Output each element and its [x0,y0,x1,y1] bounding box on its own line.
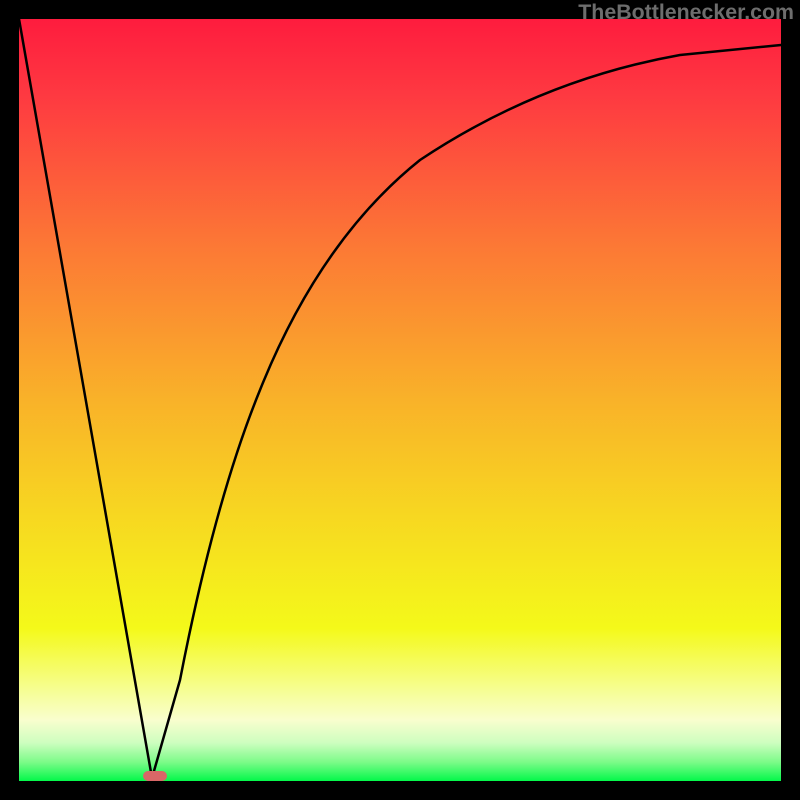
bottleneck-chart-svg [0,0,800,800]
chart-container: TheBottlenecker.com [0,0,800,800]
minimum-marker [143,771,167,781]
